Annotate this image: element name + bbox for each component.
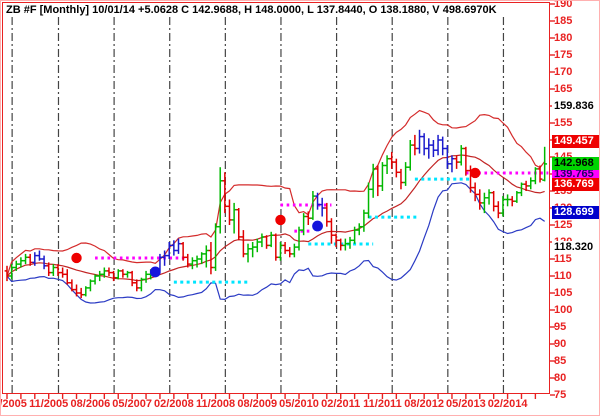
y-axis-label: 165 xyxy=(554,82,573,95)
x-axis-date-label: 08/2006 xyxy=(70,398,111,410)
y-axis-label: 105 xyxy=(554,286,573,299)
y-axis-label: 100 xyxy=(554,303,573,316)
y-axis-label: 90 xyxy=(554,337,567,350)
x-axis-date-label: 05/2013 xyxy=(445,398,486,410)
y-axis-label: 190 xyxy=(554,0,573,10)
chart-high-marker: 159.836 xyxy=(552,100,599,114)
pivot-line-label: 139.765 xyxy=(552,168,599,182)
y-axis-label: 155 xyxy=(554,116,573,129)
y-axis-label: 75 xyxy=(554,388,567,401)
x-axis-date-label: 02/2005 xyxy=(1,398,27,410)
x-axis-date-label: 02/2014 xyxy=(487,398,528,410)
chart-low-marker: 118.320 xyxy=(552,241,599,255)
lower-band-label: 128.699 xyxy=(552,205,599,219)
y-axis-label: 185 xyxy=(554,14,573,27)
sell-signal-dot xyxy=(275,214,286,226)
y-axis-label: 125 xyxy=(554,218,573,231)
x-axis-date-label: 05/2007 xyxy=(112,398,153,410)
middle-band-label: 136.769 xyxy=(552,178,599,192)
x-axis-date-label: 11/2011 xyxy=(363,398,402,410)
y-axis-label: 95 xyxy=(554,320,567,333)
y-axis-label: 110 xyxy=(554,269,572,282)
x-axis-date-label: 02/2008 xyxy=(153,398,194,410)
last-close-label: 142.968 xyxy=(552,157,599,171)
y-axis-label: 85 xyxy=(554,354,567,367)
chart-title-bar: ZB #F [Monthly] 10/01/14 +5.0628 C 142.9… xyxy=(6,4,500,17)
x-axis-date-label: 05/2010 xyxy=(279,398,319,410)
x-axis-date-label: 08/2009 xyxy=(237,398,278,410)
y-axis-label: 80 xyxy=(554,371,567,384)
x-axis-date-label: 11/2005 xyxy=(29,398,69,410)
y-axis-label: 180 xyxy=(554,31,573,44)
buy-signal-dot xyxy=(312,220,323,232)
sell-signal-dot xyxy=(71,252,82,264)
sell-signal-dot xyxy=(469,167,481,179)
indicator-band-line xyxy=(6,182,546,304)
x-axis-date-label: 11/2008 xyxy=(195,398,236,410)
y-axis-label: 170 xyxy=(554,65,573,78)
y-axis-label: 115 xyxy=(554,252,572,265)
indicator-band-line xyxy=(6,109,546,277)
plot-border xyxy=(2,2,550,394)
y-axis-label: 175 xyxy=(554,48,573,61)
upper-band-label: 149.457 xyxy=(552,135,599,149)
x-axis-date-label: 08/2012 xyxy=(404,398,445,410)
buy-signal-dot xyxy=(149,266,161,278)
x-axis-date-label: 02/2011 xyxy=(321,398,361,410)
